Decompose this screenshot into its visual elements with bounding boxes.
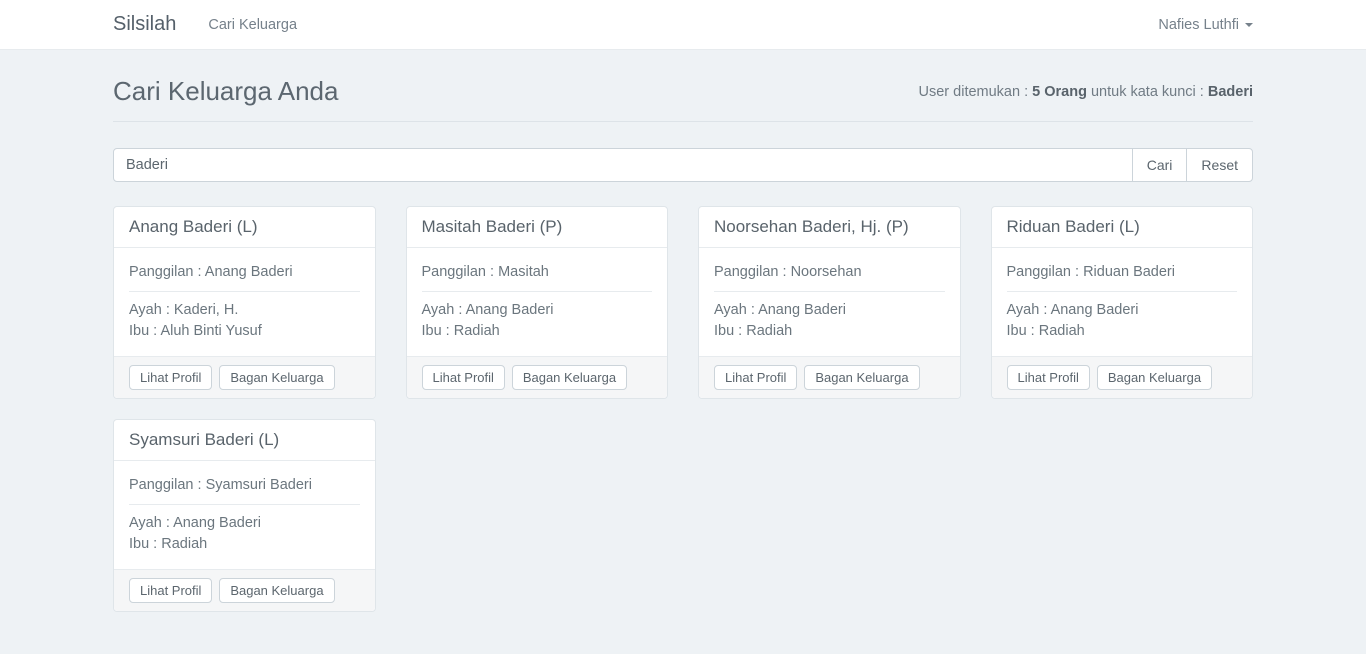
navbar: Silsilah Cari Keluarga Nafies Luthfi: [0, 0, 1366, 50]
person-card-body: Panggilan : Anang Baderi Ayah : Kaderi, …: [114, 248, 375, 356]
divider: [129, 291, 360, 292]
bagan-keluarga-button[interactable]: Bagan Keluarga: [804, 365, 920, 390]
person-panggilan: Panggilan : Riduan Baderi: [1006, 264, 1175, 280]
person-card-title: Anang Baderi (L): [114, 207, 375, 248]
person-card: Syamsuri Baderi (L) Panggilan : Syamsuri…: [113, 419, 376, 612]
person-ayah: Ayah : Anang Baderi: [1006, 302, 1139, 318]
person-panggilan: Panggilan : Anang Baderi: [129, 264, 293, 280]
person-card-footer: Lihat Profil Bagan Keluarga: [406, 356, 667, 398]
person-card-footer: Lihat Profil Bagan Keluarga: [991, 356, 1252, 398]
person-card: Masitah Baderi (P) Panggilan : Masitah A…: [405, 206, 668, 399]
brand-link[interactable]: Silsilah: [113, 13, 177, 35]
divider: [1006, 291, 1237, 292]
person-ayah: Ayah : Anang Baderi: [421, 302, 554, 318]
reset-button[interactable]: Reset: [1186, 148, 1253, 182]
result-summary: User ditemukan : 5 Orang untuk kata kunc…: [919, 84, 1253, 100]
cari-button[interactable]: Cari: [1131, 148, 1188, 182]
person-card-title: Masitah Baderi (P): [406, 207, 667, 248]
result-prefix: User ditemukan :: [918, 83, 1033, 100]
lihat-profil-button[interactable]: Lihat Profil: [129, 578, 213, 603]
bagan-keluarga-button[interactable]: Bagan Keluarga: [219, 365, 335, 390]
person-card: Riduan Baderi (L) Panggilan : Riduan Bad…: [990, 206, 1253, 399]
divider: [421, 291, 652, 292]
lihat-profil-button[interactable]: Lihat Profil: [714, 365, 798, 390]
person-card-footer: Lihat Profil Bagan Keluarga: [114, 356, 375, 398]
bagan-keluarga-button[interactable]: Bagan Keluarga: [511, 365, 628, 390]
bagan-keluarga-button[interactable]: Bagan Keluarga: [1096, 365, 1213, 390]
person-ayah: Ayah : Kaderi, H.: [129, 302, 239, 318]
user-menu-dropdown[interactable]: Nafies Luthfi: [1158, 17, 1253, 33]
result-count: 5 Orang: [1032, 83, 1087, 100]
person-panggilan: Panggilan : Masitah: [421, 264, 549, 280]
page-title: Cari Keluarga Anda: [113, 76, 339, 106]
result-keyword: Baderi: [1207, 83, 1253, 100]
person-card-title: Noorsehan Baderi, Hj. (P): [699, 207, 960, 248]
divider: [714, 291, 945, 292]
caret-down-icon: [1245, 22, 1253, 27]
person-card-body: Panggilan : Riduan Baderi Ayah : Anang B…: [992, 248, 1253, 356]
result-middle: untuk kata kunci :: [1086, 83, 1208, 100]
lihat-profil-button[interactable]: Lihat Profil: [129, 365, 213, 390]
person-ibu: Ibu : Radiah: [421, 323, 500, 339]
page-header: Cari Keluarga Anda User ditemukan : 5 Or…: [113, 50, 1253, 122]
person-ayah: Ayah : Anang Baderi: [129, 515, 261, 531]
person-card: Anang Baderi (L) Panggilan : Anang Bader…: [113, 206, 376, 399]
results-grid: Anang Baderi (L) Panggilan : Anang Bader…: [113, 206, 1253, 652]
user-menu-label: Nafies Luthfi: [1158, 16, 1239, 33]
person-panggilan: Panggilan : Syamsuri Baderi: [129, 477, 312, 493]
person-card-title: Riduan Baderi (L): [991, 207, 1252, 248]
divider: [129, 504, 360, 505]
person-card-title: Syamsuri Baderi (L): [114, 420, 375, 461]
nav-item-cari-keluarga[interactable]: Cari Keluarga: [208, 16, 298, 33]
person-card-footer: Lihat Profil Bagan Keluarga: [114, 569, 375, 611]
person-card-body: Panggilan : Noorsehan Ayah : Anang Bader…: [699, 248, 960, 356]
person-card-body: Panggilan : Syamsuri Baderi Ayah : Anang…: [114, 461, 375, 569]
person-ayah: Ayah : Anang Baderi: [714, 302, 846, 318]
search-input[interactable]: [113, 148, 1133, 182]
person-panggilan: Panggilan : Noorsehan: [714, 264, 862, 280]
person-card-body: Panggilan : Masitah Ayah : Anang Baderi …: [407, 248, 668, 356]
person-card: Noorsehan Baderi, Hj. (P) Panggilan : No…: [698, 206, 961, 399]
person-ibu: Ibu : Radiah: [129, 536, 208, 552]
bagan-keluarga-button[interactable]: Bagan Keluarga: [219, 578, 335, 603]
search-form: Cari Reset: [113, 148, 1253, 182]
person-ibu: Ibu : Aluh Binti Yusuf: [129, 323, 262, 339]
person-ibu: Ibu : Radiah: [714, 323, 793, 339]
lihat-profil-button[interactable]: Lihat Profil: [421, 365, 505, 390]
person-card-footer: Lihat Profil Bagan Keluarga: [699, 356, 960, 398]
main-content: Cari Keluarga Anda User ditemukan : 5 Or…: [98, 50, 1268, 652]
lihat-profil-button[interactable]: Lihat Profil: [1006, 365, 1090, 390]
person-ibu: Ibu : Radiah: [1006, 323, 1085, 339]
